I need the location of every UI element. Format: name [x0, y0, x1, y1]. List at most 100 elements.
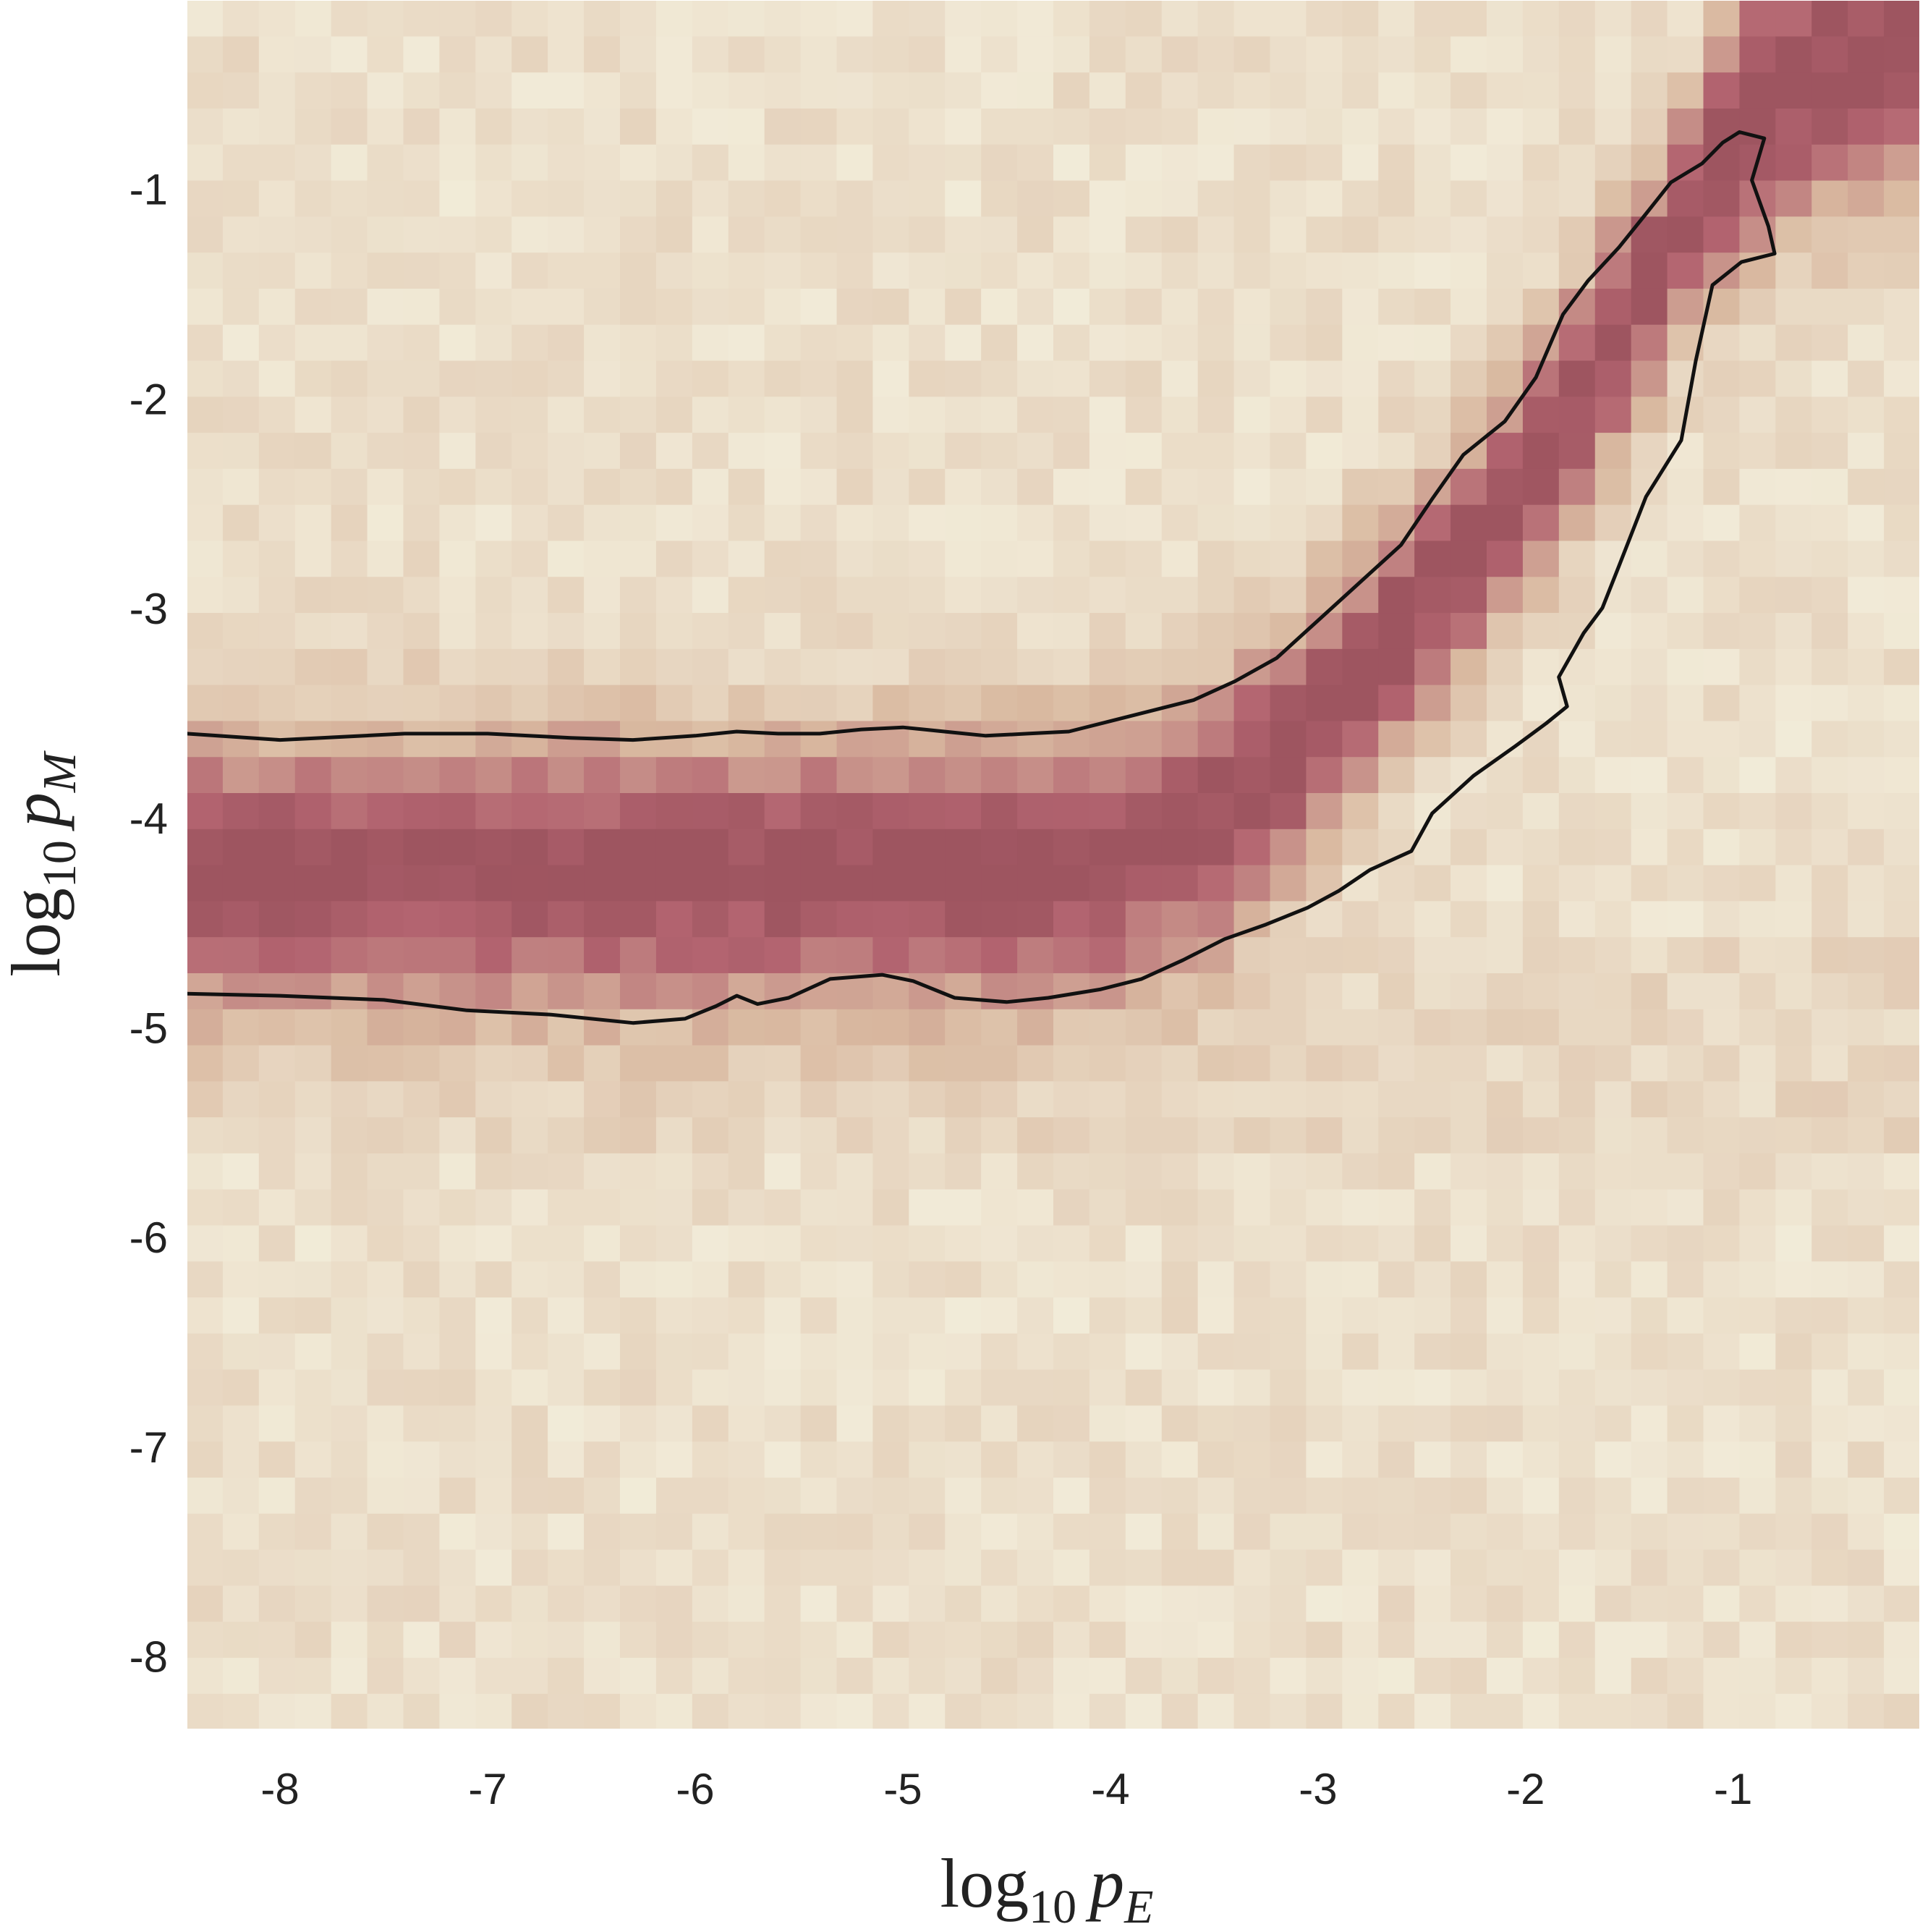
heatmap-cell: [1414, 0, 1451, 37]
heatmap-cell: [1125, 1153, 1163, 1190]
heatmap-cell: [1594, 1404, 1632, 1442]
heatmap-cell: [1450, 72, 1487, 109]
heatmap-cell: [1522, 179, 1560, 217]
heatmap-cell: [403, 900, 441, 938]
heatmap-cell: [475, 72, 512, 109]
heatmap-cell: [728, 1369, 765, 1406]
heatmap-cell: [1884, 144, 1920, 181]
heatmap-cell: [1631, 576, 1668, 614]
heatmap-cell: [1594, 1117, 1632, 1153]
heatmap-cell: [584, 1044, 621, 1082]
heatmap-cell: [872, 179, 909, 217]
heatmap-cell: [1017, 324, 1054, 361]
heatmap-cell: [294, 1261, 332, 1298]
heatmap-cell: [258, 1153, 296, 1190]
heatmap-cell: [981, 216, 1018, 253]
heatmap-cell: [367, 1224, 404, 1262]
heatmap-cell: [620, 179, 657, 217]
heatmap-cell: [981, 1044, 1018, 1082]
heatmap-cell: [367, 792, 404, 829]
heatmap-cell: [1197, 1621, 1235, 1658]
heatmap-cell: [1703, 865, 1741, 902]
heatmap-cell: [1342, 108, 1379, 145]
heatmap-cell: [1487, 936, 1524, 973]
heatmap-cell: [584, 504, 621, 541]
heatmap-cell: [258, 1333, 296, 1370]
heatmap-cell: [836, 1549, 874, 1586]
heatmap-cell: [620, 1297, 657, 1334]
heatmap-cell: [1342, 1189, 1379, 1226]
heatmap-cell: [1089, 1549, 1126, 1586]
heatmap-cell: [331, 144, 368, 181]
heatmap-cell: [1414, 1044, 1451, 1082]
heatmap-cell: [692, 1189, 729, 1226]
x-tick-label: -7: [468, 1765, 506, 1813]
heatmap-cell: [1197, 1080, 1235, 1118]
heatmap-cell: [1631, 432, 1668, 469]
heatmap-cell: [1667, 1117, 1704, 1153]
heatmap-cell: [1703, 1224, 1741, 1262]
heatmap-cell: [1414, 252, 1451, 289]
heatmap-cell: [620, 72, 657, 109]
heatmap-cell: [1197, 576, 1235, 614]
heatmap-cell: [981, 1621, 1018, 1658]
heatmap-cell: [187, 1404, 224, 1442]
heatmap-cell: [1487, 72, 1524, 109]
heatmap-cell: [331, 1621, 368, 1658]
heatmap-cell: [620, 1369, 657, 1406]
heatmap-cell: [1884, 1224, 1920, 1262]
heatmap-cell: [1594, 1621, 1632, 1658]
heatmap-cell: [1342, 1369, 1379, 1406]
heatmap-cell: [872, 648, 909, 685]
heatmap-cell: [258, 1117, 296, 1153]
heatmap-cell: [1558, 1080, 1596, 1118]
heatmap-cell: [981, 1333, 1018, 1370]
heatmap-cell: [1558, 108, 1596, 145]
heatmap-cell: [1487, 1404, 1524, 1442]
heatmap-cell: [1233, 540, 1271, 577]
heatmap-cell: [692, 252, 729, 289]
heatmap-cell: [1197, 612, 1235, 649]
heatmap-cell: [1487, 1513, 1524, 1550]
heatmap-cell: [1414, 108, 1451, 145]
heatmap-cell: [872, 144, 909, 181]
heatmap-cell: [1667, 900, 1704, 938]
heatmap-cell: [1161, 108, 1199, 145]
heatmap-cell: [1414, 865, 1451, 902]
heatmap-cell: [1161, 35, 1199, 73]
heatmap-cell: [1522, 396, 1560, 433]
heatmap-cell: [1558, 1261, 1596, 1298]
heatmap-cell: [1233, 35, 1271, 73]
heatmap-cell: [584, 540, 621, 577]
heatmap-cell: [1233, 1297, 1271, 1334]
heatmap-cell: [1306, 1297, 1343, 1334]
heatmap-cell: [367, 396, 404, 433]
heatmap-cell: [584, 1261, 621, 1298]
heatmap-cell: [1414, 144, 1451, 181]
heatmap-cell: [258, 0, 296, 37]
heatmap-cell: [1125, 108, 1163, 145]
heatmap-cell: [1775, 216, 1812, 253]
heatmap-cell: [1811, 432, 1848, 469]
heatmap-cell: [1233, 1153, 1271, 1190]
heatmap-cell: [1450, 1549, 1487, 1586]
heatmap-cell: [222, 685, 260, 721]
heatmap-cell: [187, 0, 224, 37]
heatmap-cell: [872, 432, 909, 469]
heatmap-cell: [548, 648, 585, 685]
heatmap-cell: [1450, 685, 1487, 721]
heatmap-cell: [728, 360, 765, 397]
heatmap-cell: [1487, 720, 1524, 758]
heatmap-cell: [294, 1333, 332, 1370]
heatmap-cell: [584, 1657, 621, 1694]
heatmap-cell: [1161, 1333, 1199, 1370]
heatmap-cell: [294, 35, 332, 73]
heatmap-cell: [1053, 756, 1090, 794]
heatmap-cell: [1378, 792, 1415, 829]
heatmap-cell: [1739, 1009, 1776, 1046]
heatmap-cell: [1017, 108, 1054, 145]
heatmap-cell: [1667, 829, 1704, 865]
heatmap-cell: [1811, 396, 1848, 433]
heatmap-cell: [945, 1549, 982, 1586]
heatmap-cell: [1558, 540, 1596, 577]
